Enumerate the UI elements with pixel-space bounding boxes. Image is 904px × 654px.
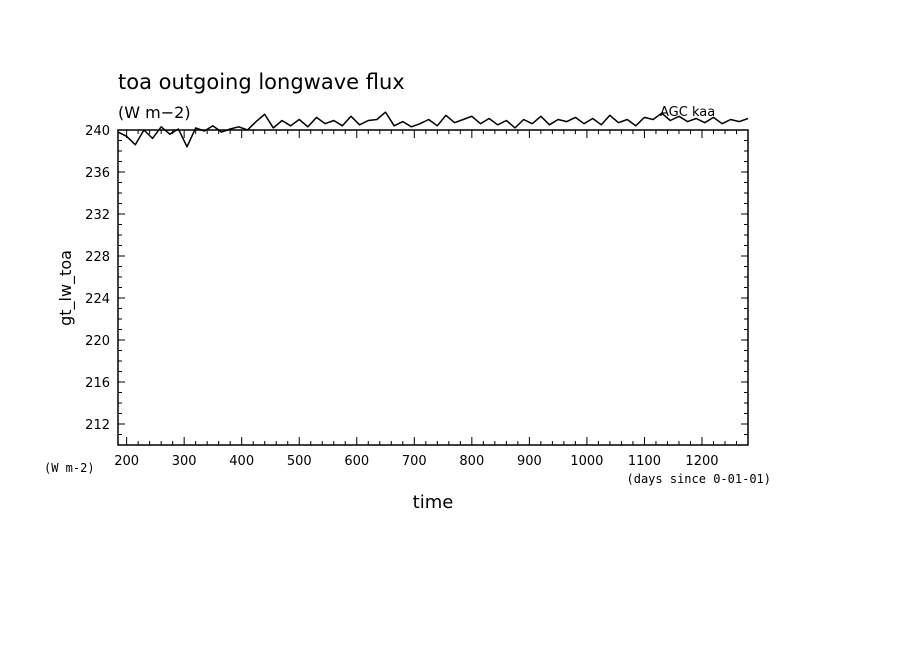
x-axis-label: time — [413, 492, 454, 513]
series-line — [117, 111, 749, 148]
x-tick-label: 500 — [287, 454, 312, 469]
y-units-label: (W m-2) — [44, 461, 95, 475]
overlay-label: AGC kaa — [660, 105, 715, 120]
x-tick-label: 1100 — [628, 454, 661, 469]
y-tick-label: 236 — [85, 166, 110, 181]
x-tick-label: 900 — [517, 454, 542, 469]
chart-title: toa outgoing longwave flux — [118, 70, 405, 94]
y-tick-label: 212 — [85, 418, 110, 433]
x-tick-label: 700 — [402, 454, 427, 469]
series-layer — [117, 111, 749, 148]
x-tick-label: 800 — [459, 454, 484, 469]
y-tick-label: 224 — [85, 292, 110, 307]
y-tick-label: 220 — [85, 334, 110, 349]
y-tick-label: 216 — [85, 376, 110, 391]
x-tick-label: 1000 — [570, 454, 603, 469]
x-tick-label: 300 — [172, 454, 197, 469]
x-tick-label: 200 — [114, 454, 139, 469]
x-tick-label: 400 — [229, 454, 254, 469]
x-units-label: (days since 0-01-01) — [627, 472, 772, 486]
y-tick-label: 228 — [85, 250, 110, 265]
y-axis: 212 216 220 224 228 232 236 240 — [85, 124, 748, 446]
plot-frame — [117, 129, 749, 446]
chart-units: (W m−2) — [118, 103, 191, 122]
y-axis-label: gt_lw_toa — [56, 250, 76, 326]
x-tick-label: 600 — [344, 454, 369, 469]
y-tick-label: 232 — [85, 208, 110, 223]
plot-area — [117, 129, 749, 446]
y-tick-label: 240 — [85, 124, 110, 139]
x-tick-label: 1200 — [685, 454, 718, 469]
x-axis: 200 300 400 500 600 700 800 900 1000 1100 1200 — [114, 130, 749, 469]
